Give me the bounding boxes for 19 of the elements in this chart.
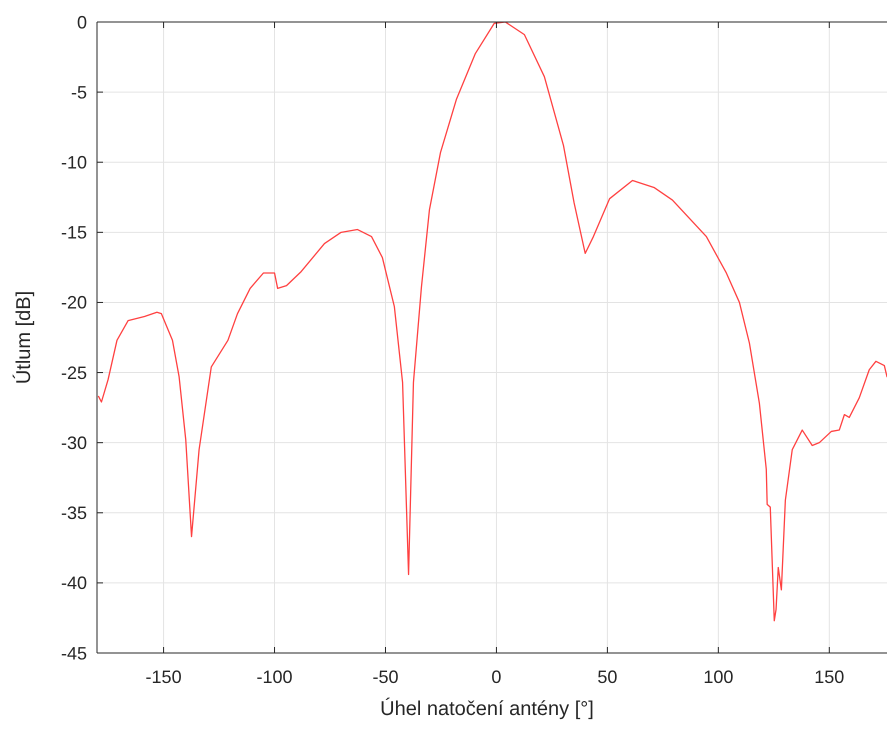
y-tick-label: 0	[76, 12, 87, 32]
y-tick-label: -15	[60, 222, 87, 243]
y-tick-label: -5	[70, 82, 87, 102]
y-tick-label: -30	[60, 432, 87, 453]
x-tick-label: 100	[703, 667, 734, 687]
x-tick-label: -50	[372, 667, 398, 687]
x-tick-label: 150	[814, 667, 844, 687]
y-tick-label: -45	[60, 643, 87, 664]
y-tick-label: -40	[60, 573, 87, 594]
y-tick-label: -35	[60, 503, 87, 524]
x-tick-label: 50	[597, 667, 618, 687]
x-tick-label: 0	[491, 667, 502, 687]
x-tick-label: -150	[146, 667, 182, 687]
x-axis-title: Úhel natočení antény [°]	[380, 697, 594, 720]
y-axis-title: Útlum [dB]	[12, 290, 35, 384]
y-tick-label: -20	[60, 292, 87, 313]
y-tick-label: -25	[60, 362, 87, 383]
x-tick-label: -100	[256, 667, 293, 687]
y-tick-label: -10	[60, 152, 87, 173]
